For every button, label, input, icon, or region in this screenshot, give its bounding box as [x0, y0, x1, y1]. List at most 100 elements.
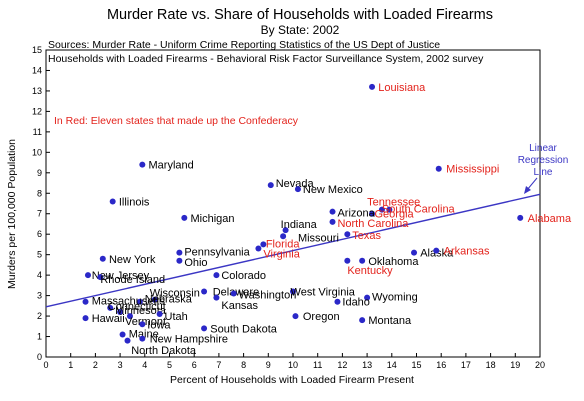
- data-point: [433, 247, 440, 254]
- x-axis-title: Percent of Households with Loaded Firear…: [170, 374, 414, 386]
- state-label: Missouri: [298, 232, 339, 244]
- data-point: [334, 298, 341, 305]
- state-label: Mississippi: [446, 164, 499, 176]
- state-label: Massachusetts: [92, 296, 166, 308]
- y-tick-label: 2: [37, 311, 42, 321]
- y-tick-label: 6: [37, 229, 42, 239]
- y-tick-label: 9: [37, 168, 42, 178]
- state-label: Wyoming: [372, 292, 418, 304]
- state-label: Hawaii: [92, 313, 125, 325]
- y-tick-label: 1: [37, 332, 42, 342]
- state-label: Connecticut: [108, 301, 166, 313]
- data-point: [201, 288, 208, 295]
- state-label: Indiana: [281, 219, 318, 231]
- data-point: [181, 214, 188, 221]
- state-label: Maine: [129, 328, 159, 340]
- x-tick-label: 7: [216, 360, 221, 370]
- data-point: [213, 272, 220, 279]
- state-label: Montana: [368, 315, 412, 327]
- state-label: Maryland: [149, 160, 194, 172]
- state-label: North Dakota: [131, 345, 197, 357]
- state-label: Georgia: [375, 209, 415, 221]
- x-tick-label: 15: [411, 360, 421, 370]
- data-point: [344, 257, 351, 264]
- data-point: [139, 161, 146, 168]
- data-point: [369, 83, 376, 90]
- x-tick-label: 5: [167, 360, 172, 370]
- y-tick-label: 12: [32, 106, 42, 116]
- chart-subtitle: By State: 2002: [261, 23, 340, 37]
- state-label: Kansas: [221, 300, 258, 312]
- x-tick-label: 1: [68, 360, 73, 370]
- data-point: [156, 311, 163, 318]
- state-label: Florida: [266, 238, 301, 250]
- source-line-2: Households with Loaded Firearms - Behavi…: [48, 53, 484, 65]
- data-point: [124, 337, 131, 344]
- state-label: Texas: [352, 230, 381, 242]
- state-label: Nevada: [276, 178, 315, 190]
- state-label: Michigan: [190, 213, 234, 225]
- y-tick-label: 11: [33, 127, 42, 137]
- y-tick-label: 5: [37, 250, 42, 260]
- data-point: [260, 241, 267, 248]
- x-tick-label: 18: [486, 360, 496, 370]
- state-label: New York: [109, 254, 156, 266]
- state-label: Ohio: [184, 257, 207, 269]
- x-tick-label: 4: [142, 360, 147, 370]
- x-tick-label: 8: [241, 360, 246, 370]
- x-tick-label: 16: [436, 360, 446, 370]
- state-label: New Hampshire: [150, 334, 228, 346]
- data-point: [213, 294, 220, 301]
- data-point: [139, 335, 146, 342]
- data-point: [280, 233, 287, 240]
- x-tick-label: 3: [118, 360, 123, 370]
- y-tick-label: 4: [37, 270, 42, 280]
- regression-label: Line: [534, 167, 553, 178]
- data-point: [176, 257, 183, 264]
- x-tick-label: 17: [461, 360, 471, 370]
- data-point: [82, 315, 89, 322]
- regression-line: [45, 193, 541, 308]
- data-point: [329, 208, 336, 215]
- data-point: [359, 257, 366, 264]
- y-tick-label: 13: [32, 86, 42, 96]
- x-tick-label: 19: [510, 360, 520, 370]
- data-point: [151, 296, 158, 303]
- state-label: Wisconsin: [150, 288, 200, 300]
- x-tick-label: 10: [288, 360, 298, 370]
- y-tick-label: 0: [37, 352, 42, 362]
- state-label: Nebraska: [145, 294, 193, 306]
- x-tick-label: 6: [192, 360, 197, 370]
- data-point: [201, 325, 208, 332]
- data-point: [99, 255, 106, 262]
- y-tick-label: 7: [37, 209, 42, 219]
- data-point: [255, 245, 262, 252]
- state-label: Rhode Island: [100, 274, 165, 286]
- x-tick-label: 0: [43, 360, 48, 370]
- x-tick-label: 9: [266, 360, 271, 370]
- data-point: [139, 321, 146, 328]
- data-point: [97, 274, 104, 281]
- y-tick-label: 10: [32, 147, 42, 157]
- data-point: [176, 249, 183, 256]
- data-point: [329, 218, 336, 225]
- confederacy-note: In Red: Eleven states that made up the C…: [54, 115, 299, 127]
- chart-title: Murder Rate vs. Share of Households with…: [107, 7, 493, 23]
- state-label: Alabama: [528, 213, 572, 225]
- data-point: [267, 182, 274, 189]
- data-point: [364, 294, 371, 301]
- y-tick-label: 15: [32, 45, 42, 55]
- state-label: Pennsylvania: [184, 247, 250, 259]
- x-tick-label: 2: [93, 360, 98, 370]
- state-label: Arizona: [337, 208, 375, 220]
- x-tick-label: 14: [387, 360, 397, 370]
- state-label: Washington: [239, 290, 297, 302]
- state-label: West Virginia: [291, 287, 356, 299]
- data-point: [344, 231, 351, 238]
- state-label: Oklahoma: [368, 256, 419, 268]
- data-point: [294, 186, 301, 193]
- x-tick-label: 20: [535, 360, 545, 370]
- regression-arrowhead: [524, 186, 531, 194]
- state-label: Iowa: [147, 319, 171, 331]
